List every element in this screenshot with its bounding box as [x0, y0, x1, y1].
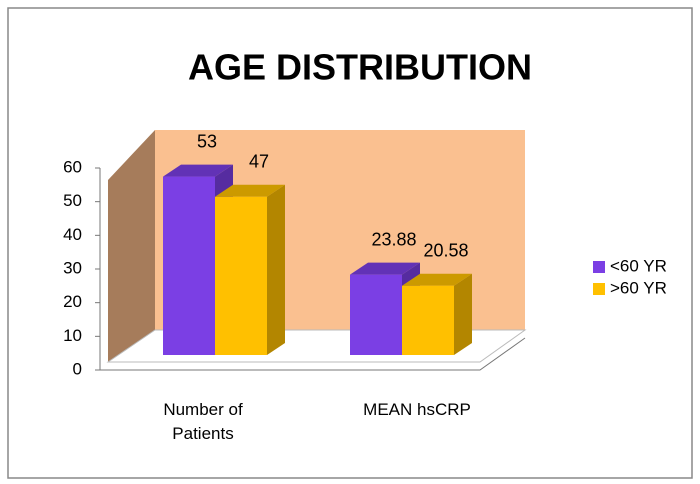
- y-tick-label: 50: [63, 191, 82, 210]
- side-wall: [108, 130, 155, 362]
- bar-side: [454, 273, 472, 355]
- legend-label: <60 YR: [610, 256, 667, 275]
- legend-label: >60 YR: [610, 278, 667, 297]
- x-axis: [100, 337, 526, 371]
- x-tick-label: Number of Patients: [163, 400, 243, 443]
- x-tick-label: MEAN hsCRP: [363, 400, 471, 419]
- value-label: 20.58: [423, 240, 468, 260]
- legend-swatch: [593, 261, 605, 273]
- bar: [402, 285, 454, 355]
- bar: [163, 176, 215, 355]
- value-label: 47: [249, 152, 269, 172]
- y-tick-label: 60: [63, 157, 82, 176]
- bar-side: [267, 184, 285, 355]
- y-tick-label: 30: [63, 258, 82, 277]
- bar-top: [402, 273, 472, 286]
- legend-swatch: [593, 283, 605, 295]
- value-label: 23.88: [371, 229, 416, 249]
- bar: [215, 196, 267, 355]
- y-tick-label: 10: [63, 326, 82, 345]
- bar-top: [215, 184, 285, 197]
- chart-title: AGE DISTRIBUTION: [188, 47, 532, 88]
- y-tick-label: 20: [63, 292, 82, 311]
- y-tick-label: 40: [63, 225, 82, 244]
- bar: [350, 274, 402, 355]
- bar-top: [350, 262, 420, 275]
- value-label: 53: [197, 131, 217, 151]
- y-tick-label: 0: [73, 359, 82, 378]
- bar-top: [163, 164, 233, 177]
